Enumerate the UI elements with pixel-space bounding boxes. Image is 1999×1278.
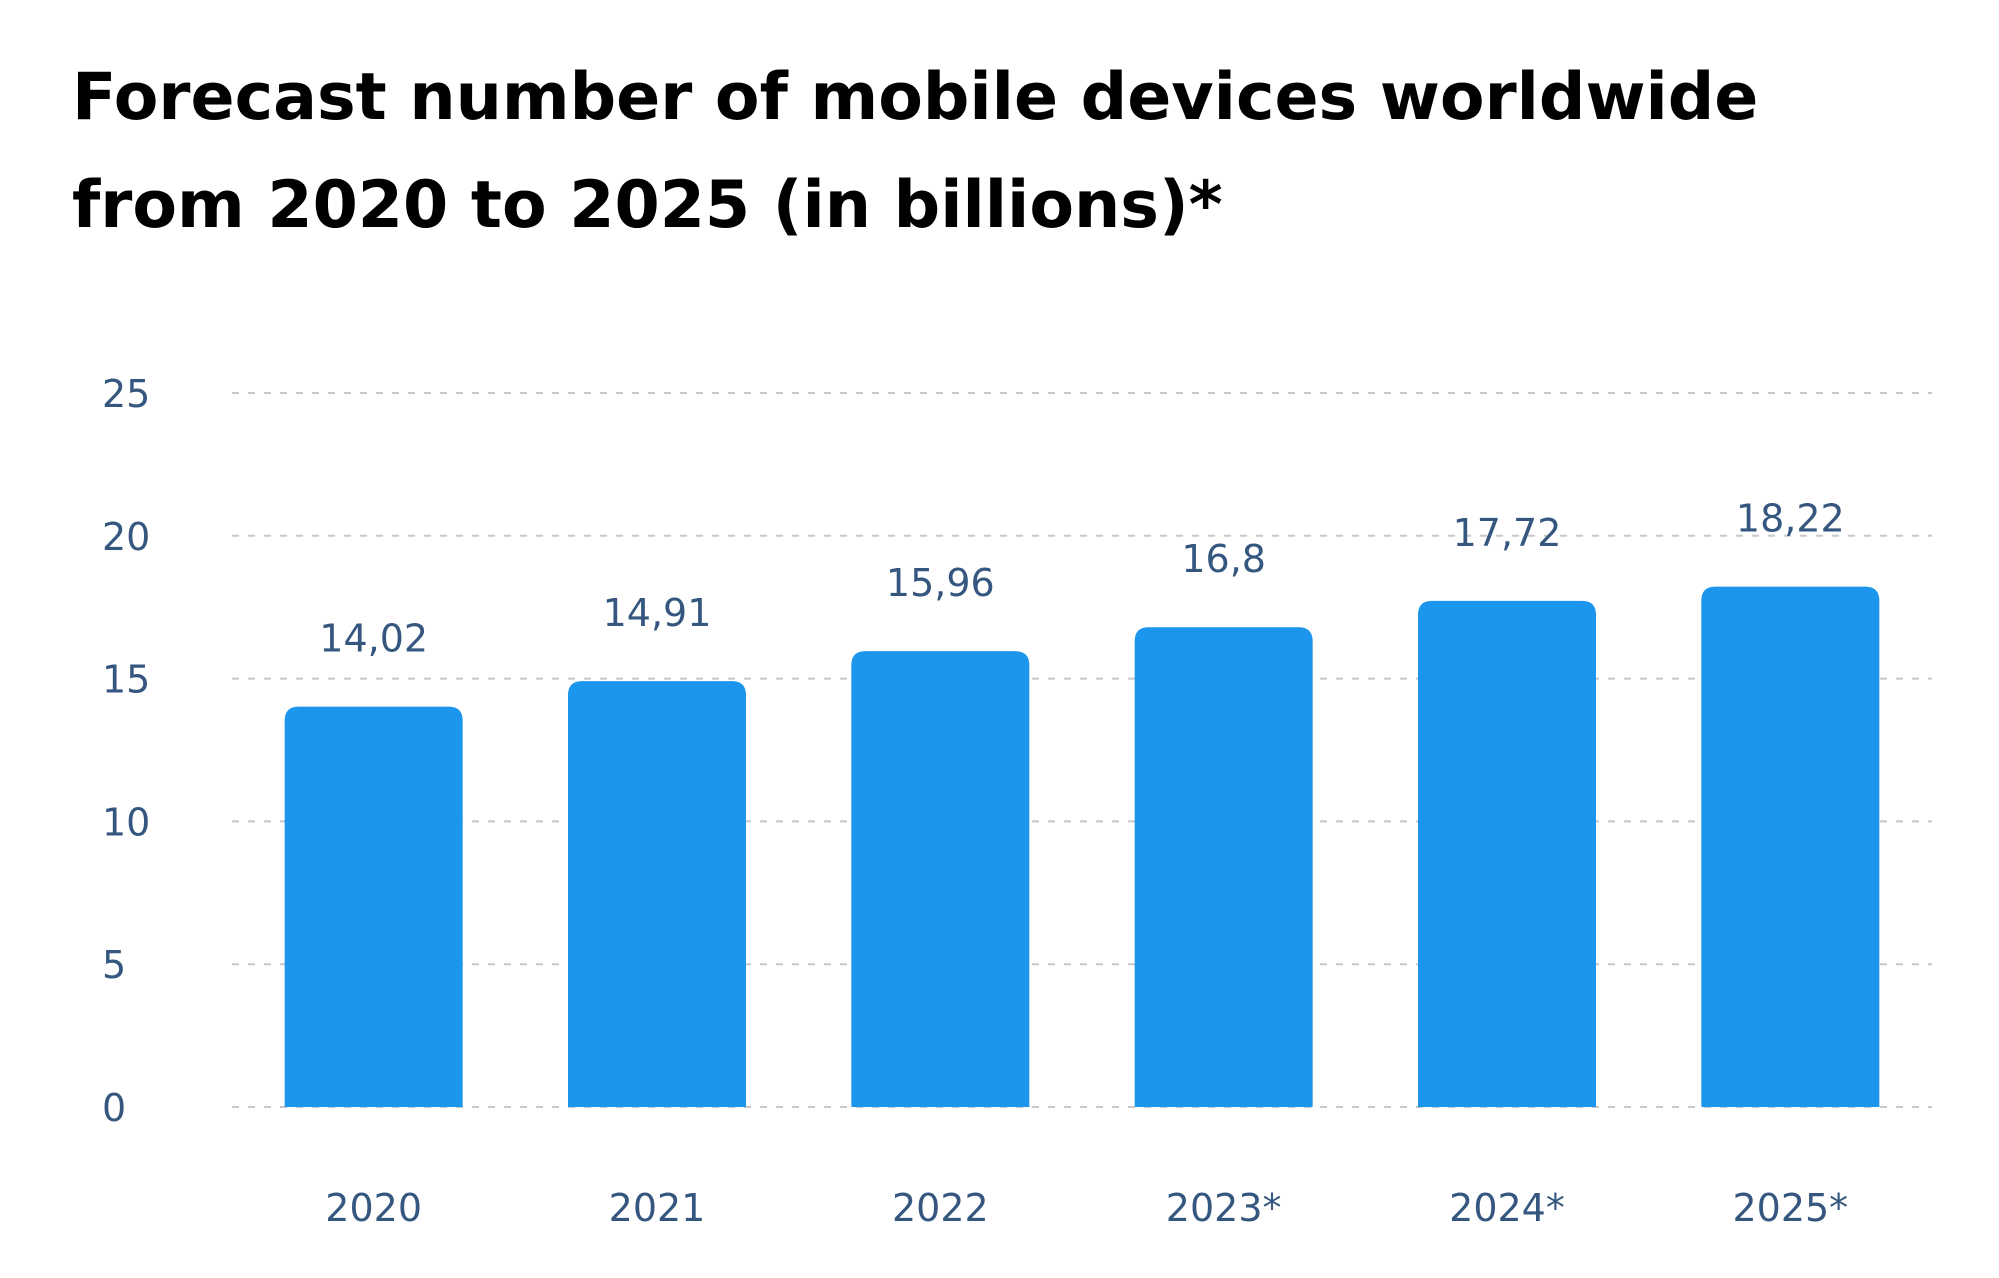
data-label: 17,72	[1453, 511, 1562, 555]
y-tick-label: 5	[102, 943, 126, 987]
x-tick-label: 2025*	[1732, 1186, 1848, 1230]
bar-2024-forecast[interactable]	[1418, 600, 1596, 1107]
y-tick-label: 0	[102, 1086, 126, 1130]
bar-2021[interactable]	[568, 681, 746, 1107]
y-tick-label: 15	[102, 658, 150, 702]
bar-2022[interactable]	[851, 651, 1030, 1107]
data-labels: 14,02 14,91 15,96 16,8 17,72 18,22	[319, 497, 1844, 661]
y-axis: 0 5 10 15 20 25	[102, 372, 150, 1130]
grid-lines	[232, 392, 1932, 1108]
data-label: 15,96	[886, 561, 995, 605]
x-tick-label: 2024*	[1449, 1186, 1565, 1230]
y-tick-label: 25	[102, 372, 150, 416]
y-tick-label: 20	[102, 515, 150, 559]
data-label: 14,91	[603, 591, 712, 635]
bar-2020[interactable]	[284, 706, 463, 1107]
y-tick-label: 10	[102, 800, 150, 844]
bar-2025-forecast[interactable]	[1701, 586, 1880, 1107]
x-axis: 2020 2021 2022 2023* 2024* 2025*	[325, 1186, 1848, 1230]
x-tick-label: 2022	[892, 1186, 989, 1230]
chart-title: Forecast number of mobile devices worldw…	[72, 60, 1759, 243]
x-tick-label: 2020	[325, 1186, 422, 1230]
data-label: 14,02	[319, 617, 428, 661]
x-tick-label: 2023*	[1166, 1186, 1282, 1230]
x-tick-label: 2021	[609, 1186, 706, 1230]
bar-2023-forecast[interactable]	[1134, 627, 1313, 1107]
data-label: 18,22	[1736, 497, 1845, 541]
data-label: 16,8	[1181, 537, 1266, 581]
bars	[284, 586, 1880, 1107]
